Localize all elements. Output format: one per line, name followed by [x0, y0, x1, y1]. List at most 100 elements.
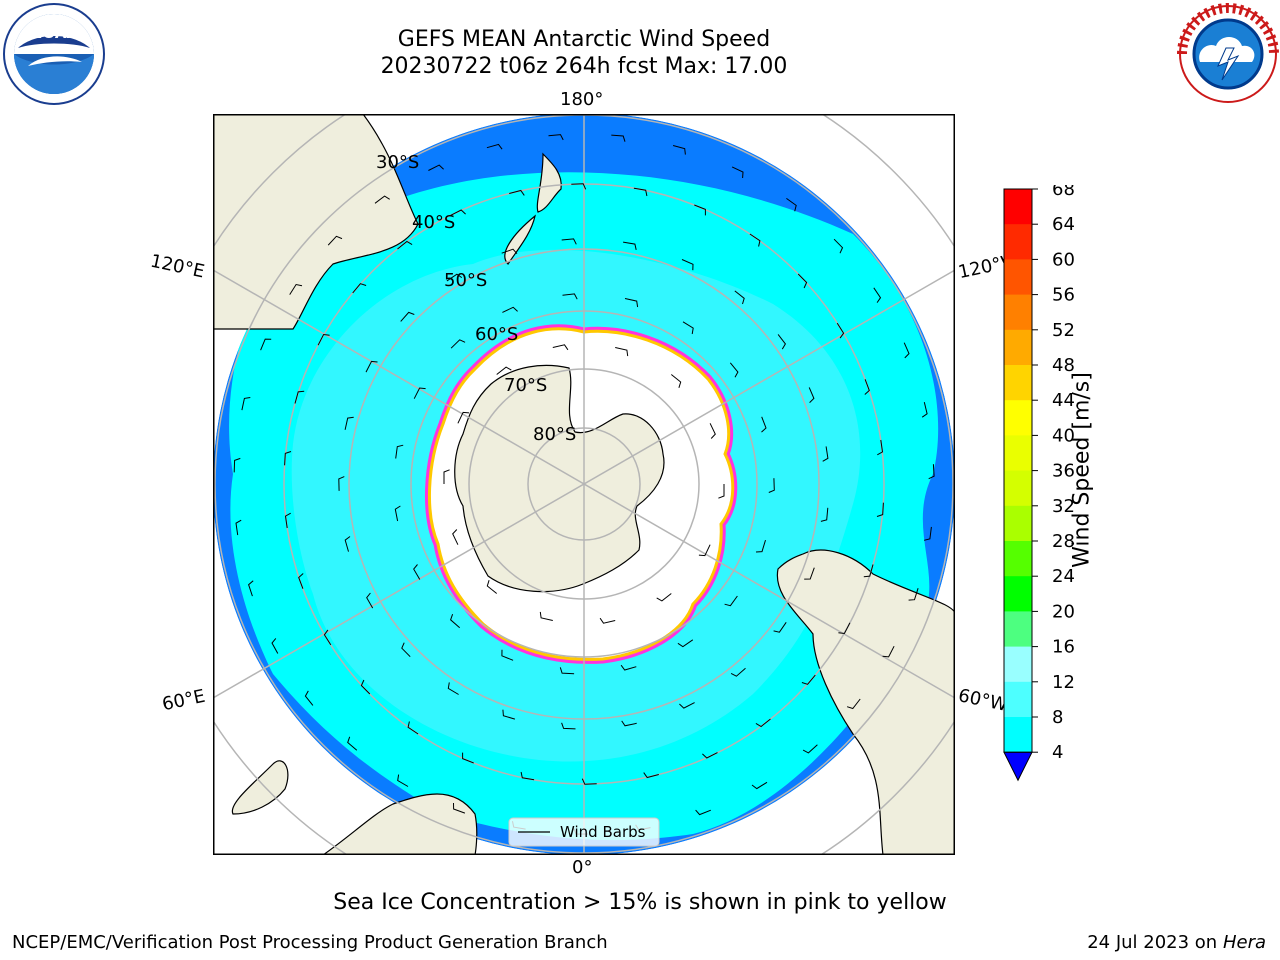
machine-name: Hera: [1222, 932, 1266, 953]
colorbar-cell: [1004, 576, 1032, 612]
colorbar-tick-label: 56: [1052, 285, 1075, 306]
madagascar-landmass: [231, 760, 289, 815]
wind-barb: [633, 187, 648, 197]
colorbar-cell: [1004, 646, 1032, 683]
wind-barb: [694, 204, 706, 216]
wind-barb: [397, 240, 413, 250]
wind-barb: [786, 197, 797, 212]
colorbar-tick-label: 28: [1052, 531, 1075, 552]
wind-barb: [561, 238, 577, 245]
lat-label-70s: 70°S: [504, 375, 548, 396]
wind-barb: [413, 387, 426, 399]
wind-barb: [509, 189, 525, 196]
wind-barb: [695, 809, 711, 816]
wind-barb: [502, 306, 518, 313]
branch-credit: NCEP/EMC/Verification Post Processing Pr…: [12, 932, 608, 953]
colorbar-cell: [1004, 329, 1032, 366]
new-zealand-landmass: [536, 152, 562, 213]
wind-barb: [450, 339, 466, 349]
wind-barb: [486, 143, 503, 150]
wind-barb: [407, 721, 419, 735]
wind-barb: [452, 529, 459, 545]
colorbar-tick-label: 12: [1052, 672, 1075, 693]
wind-barb: [656, 593, 672, 602]
wind-barb: [271, 638, 279, 654]
colorbar-cell: [1004, 189, 1032, 225]
wind-barb: [768, 478, 775, 493]
colorbar-cell: [1004, 681, 1032, 718]
wind-barb: [559, 667, 575, 675]
wind-barb: [395, 444, 404, 459]
wind-barb: [797, 273, 808, 289]
wind-barb: [453, 802, 466, 814]
wind-barb: [352, 283, 367, 294]
wind-barb: [501, 248, 518, 255]
wind-barbs-legend: Wind Barbs: [508, 817, 660, 847]
wind-barb: [394, 505, 401, 522]
wind-barb: [755, 718, 771, 728]
wind-barb: [611, 134, 626, 142]
colorbar-tick-label: 8: [1052, 707, 1063, 728]
wind-barb: [248, 580, 254, 597]
colorbar-cell: [1004, 541, 1032, 577]
wind-barb: [836, 322, 845, 339]
wind-barb: [552, 344, 569, 351]
wind-barb: [672, 145, 686, 155]
nws-logo-icon: [1177, 3, 1279, 103]
wind-barb: [921, 401, 928, 418]
wind-barb: [882, 645, 895, 658]
wind-barb: [923, 526, 932, 541]
colorbar-tick-label: 48: [1052, 355, 1075, 376]
wind-barb: [581, 778, 597, 785]
colorbar-tick-label: 4: [1052, 742, 1063, 763]
colorbar-tick-label: 24: [1052, 566, 1075, 587]
wind-barb: [621, 720, 637, 727]
wind-barb: [233, 457, 241, 473]
wind-barb: [801, 674, 816, 685]
wind-barb: [304, 690, 314, 706]
colorbar-cell: [1004, 435, 1032, 472]
wind-barb: [846, 698, 861, 710]
wind-barb: [729, 362, 739, 378]
wind-barb: [323, 629, 332, 646]
antarctica-landmass: [454, 364, 665, 593]
wind-barb: [338, 476, 345, 491]
wind-barb: [615, 347, 629, 357]
colorbar-cell: [1004, 470, 1032, 507]
wind-barb: [623, 241, 637, 251]
wind-barb: [562, 293, 578, 300]
wind-barb: [928, 464, 935, 480]
colorbar-tick-label: 52: [1052, 320, 1075, 341]
lon-label-120e: 120°E: [148, 250, 207, 283]
wind-barb: [365, 360, 378, 373]
colorbar-tick-label: 36: [1052, 461, 1075, 482]
wind-barb: [548, 134, 564, 141]
wind-barb: [344, 416, 354, 430]
wind-barb: [624, 298, 639, 308]
lon-label-180: 180°: [560, 89, 604, 110]
colorbar-tick-label: 32: [1052, 496, 1075, 517]
wind-barb: [502, 709, 516, 720]
wind-barb: [864, 379, 870, 395]
wind-barb: [863, 564, 874, 578]
sea-ice-caption: Sea Ice Concentration > 15% is shown in …: [333, 890, 947, 915]
wind-barb: [873, 287, 882, 303]
wind-barb: [457, 411, 470, 424]
colorbar-tick-label: 44: [1052, 390, 1075, 411]
wind-barb: [903, 342, 910, 359]
colorbar-cell: [1004, 400, 1032, 436]
legend-label: Wind Barbs: [560, 823, 646, 841]
wind-barb: [749, 233, 761, 247]
noaa-logo-text: NOAA: [30, 24, 79, 42]
colorbar-cell: [1004, 717, 1032, 753]
wind-barb: [327, 235, 343, 246]
wind-barb: [643, 772, 659, 779]
wind-barb: [698, 544, 711, 557]
wind-barb: [709, 423, 716, 439]
colorbar-label: Wind Speed [m/s]: [1069, 372, 1095, 568]
wind-barb: [360, 679, 371, 695]
wind-barb: [838, 622, 851, 635]
wind-barb: [820, 507, 829, 522]
wind-barb: [446, 273, 463, 282]
new-zealand-south-landmass: [504, 214, 536, 265]
